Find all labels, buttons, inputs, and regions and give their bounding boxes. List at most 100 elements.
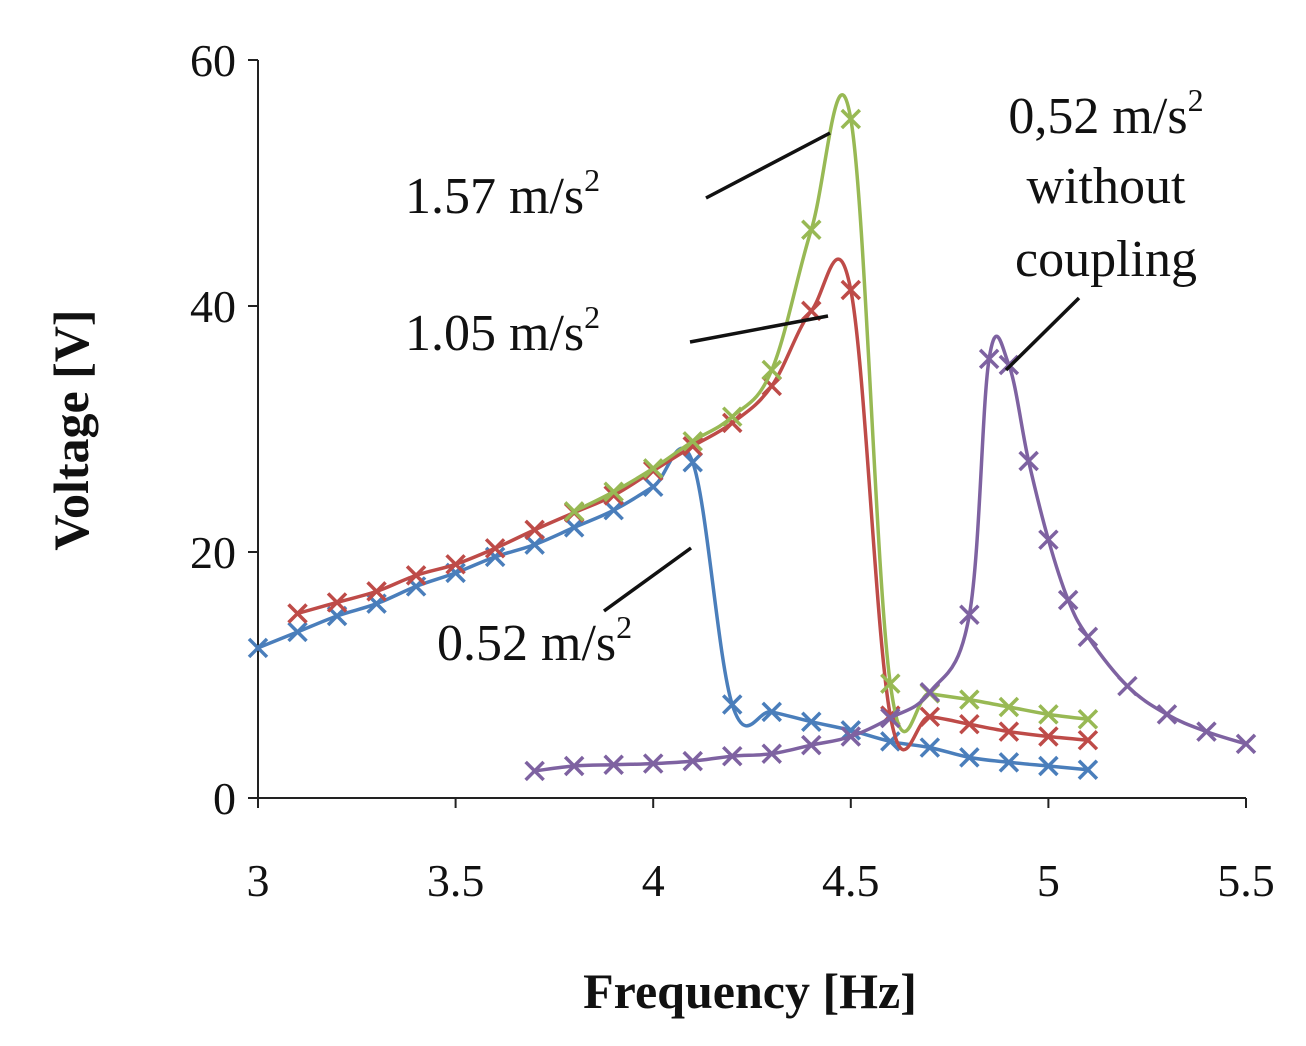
series-line bbox=[573, 93, 1089, 734]
annotation-1-57: 1.57 m/s2 bbox=[405, 131, 831, 225]
series-2 bbox=[563, 93, 1099, 734]
data-point-marker bbox=[959, 604, 980, 625]
y-axis-title: Voltage [V] bbox=[43, 309, 99, 550]
data-point-marker bbox=[445, 554, 466, 575]
y-tick-label: 60 bbox=[190, 35, 236, 86]
data-point-marker bbox=[998, 696, 1020, 718]
annotation-without-coupling: 0,52 m/s2 without coupling bbox=[1004, 82, 1204, 372]
leader-line-1-05 bbox=[689, 314, 829, 344]
data-point-marker bbox=[682, 750, 703, 772]
annotation-label-0-52: 0.52 m/s2 bbox=[437, 609, 632, 672]
data-point-marker bbox=[1077, 729, 1099, 751]
data-point-marker bbox=[1038, 704, 1059, 725]
data-point-marker bbox=[484, 538, 506, 559]
data-point-marker bbox=[978, 348, 1000, 370]
data-point-marker bbox=[1156, 704, 1178, 725]
data-point-marker bbox=[682, 431, 703, 452]
axis-ticks: 0 20 40 60 3 3.5 4 4.5 5 5.5 bbox=[190, 35, 1275, 906]
y-tick-label: 40 bbox=[190, 281, 236, 332]
data-point-marker bbox=[1018, 450, 1039, 472]
series-layer bbox=[247, 93, 1257, 782]
data-point-marker bbox=[642, 458, 664, 479]
data-point-marker bbox=[1077, 626, 1099, 648]
x-tick-label: 5 bbox=[1037, 855, 1060, 906]
series-1 bbox=[287, 257, 1099, 752]
data-point-marker bbox=[880, 707, 901, 729]
data-point-marker bbox=[722, 745, 743, 767]
data-point-marker bbox=[801, 219, 822, 240]
data-point-marker bbox=[1077, 709, 1099, 730]
data-point-marker bbox=[603, 499, 624, 521]
data-point-marker bbox=[287, 621, 308, 643]
data-point-marker bbox=[880, 673, 901, 694]
data-point-marker bbox=[722, 406, 743, 427]
series-0 bbox=[247, 446, 1099, 780]
data-point-marker bbox=[840, 726, 862, 747]
annotation-label-without-coupling-3: coupling bbox=[1015, 231, 1197, 288]
data-point-marker bbox=[524, 519, 545, 541]
series-3 bbox=[524, 334, 1257, 782]
data-point-marker bbox=[326, 592, 348, 613]
data-point-marker bbox=[840, 720, 862, 741]
annotation-label-1-57: 1.57 m/s2 bbox=[405, 162, 600, 225]
data-point-marker bbox=[959, 689, 980, 710]
data-point-marker bbox=[405, 565, 427, 586]
data-point-marker bbox=[563, 501, 585, 522]
data-point-marker bbox=[1057, 589, 1079, 611]
data-point-marker bbox=[761, 701, 782, 723]
x-tick-label: 3 bbox=[247, 855, 270, 906]
data-point-marker bbox=[563, 517, 585, 538]
data-point-marker bbox=[1038, 726, 1059, 747]
data-point-marker bbox=[682, 451, 703, 473]
data-point-marker bbox=[287, 603, 308, 624]
series-line bbox=[297, 257, 1089, 752]
data-point-marker bbox=[722, 694, 743, 715]
annotation-1-05: 1.05 m/s2 bbox=[405, 299, 829, 362]
leader-line-without-coupling bbox=[1004, 296, 1081, 372]
data-point-marker bbox=[1038, 529, 1059, 550]
data-point-marker bbox=[642, 476, 664, 498]
data-point-marker bbox=[801, 711, 822, 732]
leader-line-0-52 bbox=[602, 546, 693, 613]
x-tick-label: 4 bbox=[642, 855, 665, 906]
data-point-marker bbox=[247, 637, 269, 659]
data-point-marker bbox=[524, 534, 545, 555]
data-point-marker bbox=[840, 108, 862, 130]
data-point-marker bbox=[840, 279, 862, 301]
data-point-marker bbox=[998, 752, 1020, 773]
y-tick-label: 0 bbox=[213, 773, 236, 824]
data-point-marker bbox=[959, 713, 980, 735]
annotation-label-without-coupling-2: without bbox=[1027, 158, 1186, 215]
data-point-marker bbox=[761, 743, 782, 764]
data-point-marker bbox=[919, 681, 941, 703]
leader-line-1-57 bbox=[705, 131, 831, 200]
data-point-marker bbox=[801, 734, 822, 756]
data-point-marker bbox=[919, 737, 941, 758]
data-point-marker bbox=[1235, 733, 1257, 755]
data-point-marker bbox=[642, 753, 664, 774]
data-point-marker bbox=[761, 359, 782, 381]
data-point-marker bbox=[366, 581, 387, 602]
data-point-marker bbox=[919, 706, 941, 728]
y-tick-label: 20 bbox=[190, 527, 236, 578]
data-point-marker bbox=[682, 435, 703, 457]
data-point-marker bbox=[524, 760, 545, 782]
data-point-marker bbox=[603, 754, 624, 776]
x-tick-label: 3.5 bbox=[427, 855, 485, 906]
data-point-marker bbox=[563, 755, 585, 777]
data-point-marker bbox=[1038, 755, 1059, 777]
data-point-marker bbox=[722, 412, 743, 434]
x-tick-label: 4.5 bbox=[822, 855, 880, 906]
data-point-marker bbox=[1117, 675, 1138, 697]
annotation-label-without-coupling-1: 0,52 m/s2 bbox=[1008, 82, 1203, 145]
annotation-label-1-05: 1.05 m/s2 bbox=[405, 299, 600, 362]
data-point-marker bbox=[1077, 759, 1099, 780]
data-point-marker bbox=[959, 747, 980, 768]
x-tick-label: 5.5 bbox=[1217, 855, 1275, 906]
data-point-marker bbox=[998, 721, 1020, 742]
annotation-0-52: 0.52 m/s2 bbox=[437, 546, 693, 672]
x-axis-title: Frequency [Hz] bbox=[583, 963, 917, 1019]
data-point-marker bbox=[1196, 721, 1217, 742]
data-point-marker bbox=[603, 481, 624, 502]
